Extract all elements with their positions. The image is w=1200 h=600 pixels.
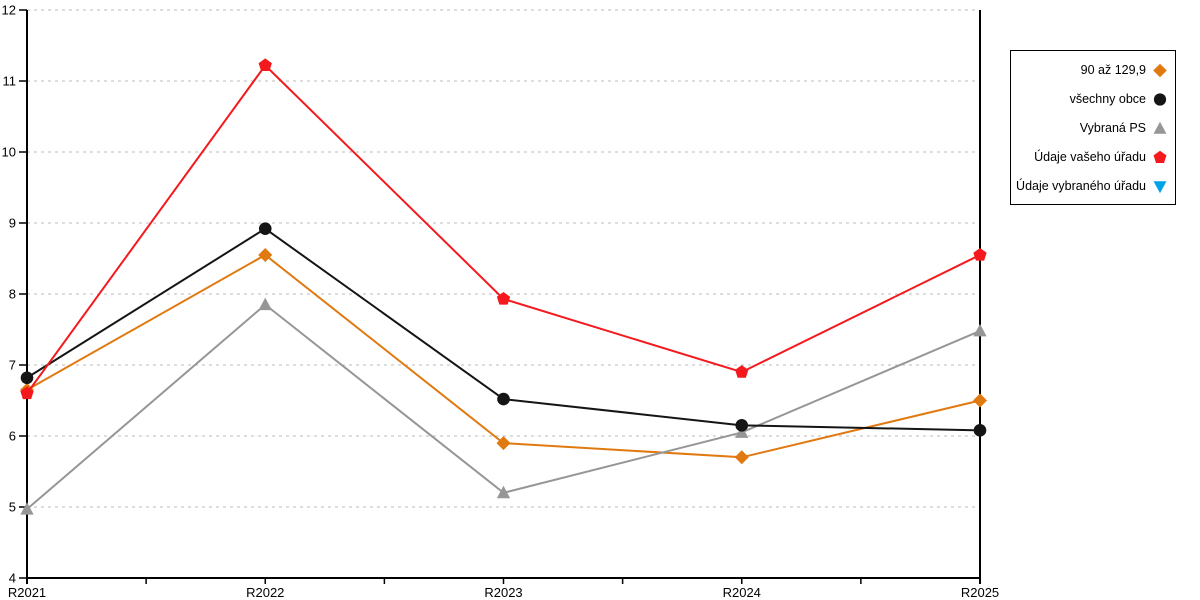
- legend-item: Údaje vybraného úřadu: [1016, 178, 1168, 194]
- triangle-down-marker-icon: [1153, 180, 1167, 193]
- x-tick-label: R2022: [246, 585, 284, 600]
- triangle-down-marker-icon: [1152, 178, 1168, 194]
- triangle-up-marker-icon: [1153, 121, 1167, 134]
- pentagon-marker-icon: [258, 58, 272, 72]
- triangle-up-marker-icon: [258, 297, 272, 311]
- x-axis: R2021 R2022 R2023 R2024 R2025: [8, 578, 999, 600]
- legend-label: 90 až 129,9: [1080, 62, 1146, 77]
- pentagon-marker-icon: [496, 291, 511, 305]
- circle-marker-icon: [1152, 91, 1168, 107]
- circle-marker-icon: [1153, 92, 1167, 106]
- legend-item: Vybraná PS: [1018, 120, 1168, 136]
- circle-marker-icon: [258, 222, 272, 235]
- y-tick-label: 10: [2, 145, 16, 160]
- legend-item: 90 až 129,9: [1018, 62, 1168, 78]
- triangle-up-marker-icon: [20, 502, 34, 515]
- y-axis: 4 5 6 7 8 9 10 11 12: [2, 3, 27, 586]
- series-pentagon: [20, 58, 987, 400]
- circle-marker-icon: [497, 392, 510, 406]
- triangle-up-marker-icon: [973, 323, 987, 337]
- triangle-up-marker-icon: [1153, 121, 1167, 134]
- legend-label: Údaje vybraného úřadu: [1016, 178, 1146, 193]
- circle-marker-icon: [1153, 92, 1167, 106]
- diamond-marker-icon: [1153, 63, 1167, 77]
- legend-label: všechny obce: [1069, 91, 1146, 106]
- diamond-marker-icon: [496, 436, 511, 451]
- y-tick-label: 6: [9, 429, 16, 444]
- diamond-marker-icon: [1153, 63, 1167, 77]
- diamond-marker-icon: [973, 393, 987, 408]
- diamond-marker-icon: [734, 450, 749, 465]
- legend-label: Vybraná PS: [1079, 120, 1146, 135]
- y-tick-label: 7: [9, 358, 16, 373]
- pentagon-marker-icon: [20, 386, 34, 400]
- y-tick-label: 12: [2, 3, 16, 18]
- triangle-up-marker-icon: [496, 485, 511, 499]
- x-tick-label: R2024: [723, 585, 761, 600]
- pentagon-marker-icon: [1153, 150, 1167, 163]
- y-tick-label: 4: [9, 571, 16, 586]
- triangle-down-marker-icon: [1153, 180, 1167, 193]
- y-tick-label: 8: [9, 287, 16, 302]
- pentagon-marker-icon: [973, 247, 987, 261]
- legend-label: Údaje vašeho úřadu: [1034, 149, 1146, 164]
- series-line: [26, 303, 981, 510]
- diamond-marker-icon: [258, 247, 273, 262]
- circle-marker-icon: [973, 424, 987, 437]
- pentagon-marker-icon: [735, 365, 749, 378]
- chart-legend: 90 až 129,9 všechny obce Vybraná PS Údaj…: [1010, 50, 1176, 205]
- x-tick-label: R2023: [484, 585, 522, 600]
- legend-item: Údaje vašeho úřadu: [1018, 149, 1168, 165]
- y-tick-label: 9: [9, 216, 16, 231]
- pentagon-marker-icon: [1153, 150, 1167, 163]
- series-diamond: [20, 247, 987, 465]
- gridlines: [27, 9, 980, 508]
- y-tick-label: 11: [3, 74, 17, 89]
- x-tick-label: R2025: [961, 585, 999, 600]
- diamond-marker-icon: [1152, 62, 1168, 78]
- circle-marker-icon: [735, 419, 749, 432]
- x-tick-label: R2021: [8, 585, 46, 600]
- series-triangle-up: [20, 297, 987, 515]
- pentagon-marker-icon: [1152, 149, 1168, 165]
- y-tick-label: 5: [9, 500, 16, 515]
- triangle-up-marker-icon: [735, 425, 749, 438]
- series-circle: [20, 222, 987, 437]
- triangle-up-marker-icon: [1152, 120, 1168, 136]
- legend-item: všechny obce: [1018, 91, 1168, 107]
- series-line: [26, 63, 981, 394]
- circle-marker-icon: [20, 371, 34, 385]
